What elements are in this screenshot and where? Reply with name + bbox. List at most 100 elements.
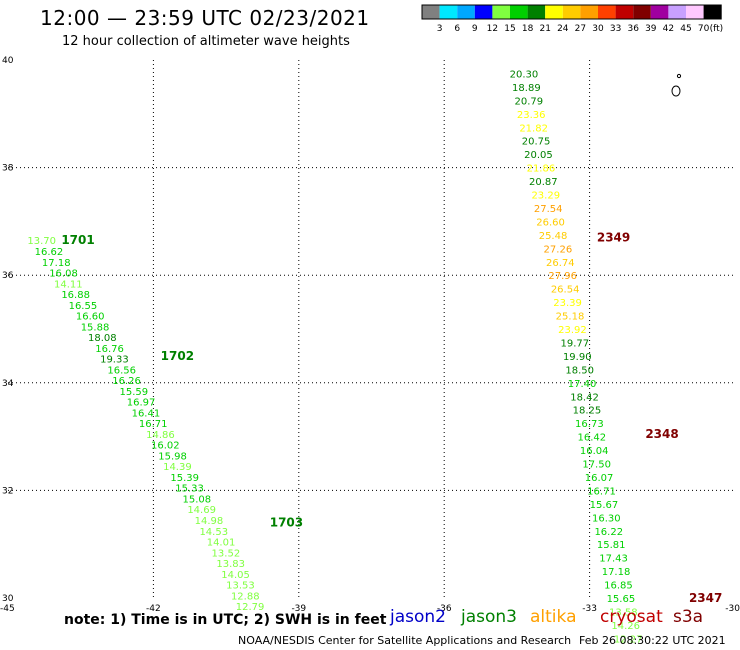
swh-value: 16.62 (35, 247, 64, 258)
swh-value: 13.70 (27, 236, 56, 247)
swh-value: 14.26 (611, 621, 640, 632)
y-tick-label: 36 (2, 271, 14, 281)
swh-value: 27.96 (548, 271, 577, 282)
colorbar-label: 39 (645, 24, 657, 34)
colorbar-label: 3 (437, 24, 443, 34)
timestamp-text: Feb 26 08:30:22 UTC 2021 (579, 634, 726, 647)
swh-value: 15.33 (175, 484, 204, 495)
pass-number: 1701 (61, 233, 94, 247)
swh-value: 14.86 (146, 430, 175, 441)
swh-value: 26.54 (551, 285, 580, 296)
swh-value: 15.81 (597, 540, 626, 551)
colorbar-swatch (545, 5, 563, 19)
colorbar-swatch (562, 5, 581, 19)
swh-value: 12.27 (614, 634, 643, 645)
swh-value: 16.88 (61, 290, 90, 301)
colorbar-swatch (650, 5, 669, 19)
swh-value: 16.42 (577, 433, 606, 444)
colorbar-swatch (668, 5, 686, 19)
colorbar-label: 42 (663, 24, 674, 34)
swh-value: 12.88 (231, 591, 260, 602)
colorbar-label: 21 (539, 24, 550, 34)
pass-number: 2347 (689, 591, 722, 605)
swh-value: 16.56 (107, 365, 136, 376)
swh-value: 27.26 (544, 244, 573, 255)
swh-value: 17.18 (42, 258, 71, 269)
colorbar-label: 9 (472, 24, 478, 34)
swh-value: 16.85 (604, 581, 633, 592)
swh-value: 23.39 (553, 298, 582, 309)
pass-number: 1702 (161, 349, 194, 363)
swh-value: 14.98 (195, 516, 224, 527)
chart-title: 12:00 — 23:59 UTC 02/23/2021 (40, 6, 370, 30)
swh-value: 23.92 (558, 325, 587, 336)
swh-value: 23.29 (531, 191, 560, 202)
swh-value: 21.86 (527, 164, 556, 175)
swh-points: 13.7016.6217.1816.0814.1116.8816.5516.60… (27, 69, 642, 645)
x-tick-label: -36 (437, 604, 452, 614)
swh-value: 15.88 (81, 322, 110, 333)
swh-value: 21.82 (519, 123, 548, 134)
colorbar-unit: (ft) (710, 24, 724, 34)
swh-value: 18.89 (512, 83, 541, 94)
colorbar-label: 12 (487, 24, 498, 34)
colorbar-swatch (474, 5, 493, 19)
swh-value: 16.41 (132, 408, 161, 419)
colorbar-label: 45 (680, 24, 691, 34)
swh-value: 16.97 (127, 398, 156, 409)
swh-value: 23.36 (517, 110, 546, 121)
swh-value: 19.33 (100, 355, 129, 366)
swh-value: 20.30 (510, 69, 539, 80)
swh-value: 17.40 (568, 379, 597, 390)
swh-value: 20.05 (524, 150, 553, 161)
colorbar-swatch (598, 5, 616, 19)
colorbar-swatch (527, 5, 546, 19)
swh-value: 16.55 (69, 301, 98, 312)
swh-value: 18.25 (573, 406, 602, 417)
y-tick-label: 40 (2, 56, 14, 66)
swh-value: 20.79 (514, 96, 543, 107)
swh-value: 15.08 (182, 494, 211, 505)
x-tick-label: -42 (146, 604, 161, 614)
swh-value: 19.90 (563, 352, 592, 363)
colorbar-label: 6 (454, 24, 460, 34)
swh-value: 18.42 (570, 392, 599, 403)
y-tick-label: 30 (2, 594, 14, 604)
credit-text: NOAA/NESDIS Center for Satellite Applica… (238, 634, 572, 647)
swh-value: 13.53 (226, 581, 255, 592)
swh-value: 15.65 (607, 594, 636, 605)
legend-s3a: s3a (673, 607, 704, 627)
pass-labels: 1701 1702 1703 2349 2348 2347 (61, 231, 722, 605)
swh-value: 20.87 (529, 177, 558, 188)
colorbar-swatch (615, 5, 634, 19)
swh-value: 13.58 (609, 607, 638, 618)
swh-value: 25.48 (539, 231, 568, 242)
swh-value: 19.77 (561, 338, 590, 349)
swh-value: 16.60 (76, 312, 105, 323)
swh-value: 12.79 (236, 602, 265, 613)
swh-value: 17.50 (582, 460, 611, 471)
swh-value: 14.11 (54, 279, 83, 290)
island-outline (671, 73, 682, 97)
grid-lines (8, 60, 735, 598)
swh-value: 17.18 (602, 567, 631, 578)
swh-value: 13.52 (212, 548, 241, 559)
swh-value: 18.50 (565, 365, 594, 376)
swh-value: 25.18 (556, 312, 585, 323)
swh-value: 16.04 (580, 446, 609, 457)
colorbar-frame (421, 4, 722, 20)
swh-value: 26.74 (546, 258, 575, 269)
swh-value: 15.39 (170, 473, 199, 484)
swh-value: 16.71 (139, 419, 168, 430)
colorbar-label: 70 (698, 24, 710, 34)
x-tick-label: -39 (291, 604, 306, 614)
legend-cryosat: cryosat (600, 607, 663, 627)
swh-value: 16.73 (575, 419, 604, 430)
swh-value: 14.05 (221, 570, 250, 581)
colorbar-swatch (633, 5, 651, 19)
swh-value: 14.01 (207, 538, 236, 549)
colorbar: 3 6 9 12 15 18 21 24 27 30 33 36 39 42 45 70 (ft) (421, 4, 724, 34)
colorbar-swatch (439, 5, 458, 19)
legend-jason2: jason2 (390, 607, 446, 627)
swh-value: 16.26 (112, 376, 141, 387)
